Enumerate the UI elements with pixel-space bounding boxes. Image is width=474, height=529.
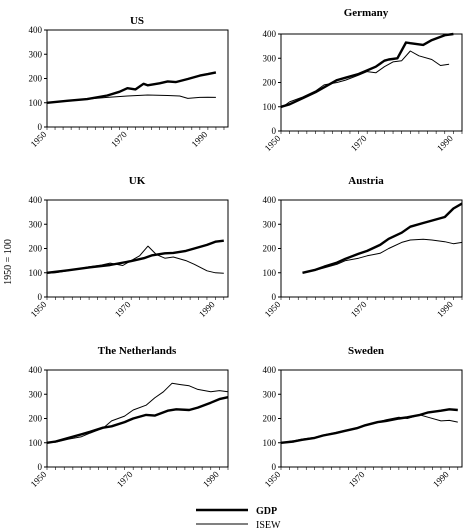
plot-frame-uk [46, 199, 229, 298]
y-tick-label: 200 [263, 414, 277, 424]
panel-germany: Germany 0 100 200 300 400 1950 1970 1990 [263, 7, 463, 153]
series-line-isew-us [46, 94, 216, 104]
y-tick-label: 400 [29, 25, 43, 35]
y-tick-label: 100 [263, 102, 277, 112]
x-tick-label: 1990 [431, 469, 451, 489]
panel-title-sweden: Sweden [348, 345, 384, 357]
panel-the-netherlands: The Netherlands 0 100 200 300 400 1950 1970 1990 [29, 345, 229, 489]
x-tick-label: 1970 [115, 469, 135, 489]
y-tick-label: 0 [38, 292, 43, 302]
x-tick-label: 1970 [349, 133, 369, 153]
x-tick-label: 1990 [435, 299, 455, 319]
y-axis-label: 1950 = 100 [3, 239, 14, 285]
series-line-isew-sweden [280, 414, 458, 444]
x-tick-label: 1990 [190, 129, 210, 149]
x-tick-label: 1990 [435, 133, 455, 153]
panel-title-germany: Germany [344, 7, 389, 19]
y-tick-label: 100 [263, 438, 277, 448]
y-tick-label: 300 [263, 53, 277, 63]
y-tick-label: 300 [263, 389, 277, 399]
panel-sweden: Sweden 0 100 200 300 400 1950 1970 1990 [263, 345, 463, 489]
x-tick-label: 1950 [263, 133, 283, 153]
series-line-isew-uk [46, 245, 224, 274]
y-tick-label: 400 [263, 365, 277, 375]
y-tick-label: 200 [29, 244, 43, 254]
y-tick-label: 100 [29, 438, 43, 448]
plot-frame-us [46, 29, 229, 128]
y-tick-label: 400 [263, 195, 277, 205]
series-line-isew-germany [280, 50, 450, 109]
plot-frame-sweden [280, 369, 463, 468]
y-tick-label: 100 [29, 268, 43, 278]
panel-title-austria: Austria [348, 175, 384, 187]
y-tick-label: 200 [263, 244, 277, 254]
y-tick-label: 400 [263, 29, 277, 39]
x-tick-label: 1950 [263, 299, 283, 319]
series-line-isew-the-netherlands [46, 382, 229, 444]
series-line-gdp-us [46, 71, 217, 104]
y-tick-label: 0 [38, 462, 43, 472]
y-tick-label: 200 [29, 414, 43, 424]
panel-austria: Austria 0 100 200 300 400 1950 1970 1990 [263, 175, 463, 319]
x-tick-label: 1950 [29, 299, 49, 319]
y-tick-label: 0 [272, 292, 277, 302]
panel-us: US 0 100 200 300 400 1950 1970 1990 [29, 15, 229, 149]
x-tick-label: 1990 [197, 299, 217, 319]
x-tick-label: 1970 [113, 299, 133, 319]
y-tick-label: 0 [272, 462, 277, 472]
y-tick-label: 300 [263, 219, 277, 229]
y-tick-label: 300 [29, 219, 43, 229]
series-line-gdp-germany [280, 32, 454, 108]
legend-label-gdp: GDP [256, 506, 277, 517]
x-tick-label: 1950 [29, 469, 49, 489]
x-tick-label: 1970 [349, 299, 369, 319]
series-line-isew-austria [302, 238, 463, 274]
x-tick-label: 1950 [29, 129, 49, 149]
x-tick-label: 1950 [263, 469, 283, 489]
y-tick-label: 100 [29, 98, 43, 108]
series-line-gdp-sweden [280, 408, 458, 444]
x-tick-label: 1970 [109, 129, 129, 149]
y-tick-label: 400 [29, 195, 43, 205]
series-line-gdp-the-netherlands [46, 396, 229, 444]
y-tick-label: 0 [38, 122, 43, 132]
y-tick-label: 300 [29, 49, 43, 59]
y-tick-label: 100 [263, 268, 277, 278]
x-tick-label: 1990 [201, 469, 221, 489]
y-tick-label: 200 [29, 74, 43, 84]
y-tick-label: 200 [263, 78, 277, 88]
series-line-gdp-austria [302, 202, 463, 274]
panel-uk: UK 0 100 200 300 400 1950 1970 1990 [29, 175, 229, 319]
y-tick-label: 300 [29, 389, 43, 399]
y-tick-label: 400 [29, 365, 43, 375]
panel-title-uk: UK [129, 175, 146, 187]
chart-panels: US 0 100 200 300 400 1950 1970 1990 Germany 0 100 20… [29, 7, 463, 489]
panel-title-the-netherlands: The Netherlands [98, 345, 177, 357]
legend-label-isew: ISEW [256, 520, 281, 529]
y-tick-label: 0 [272, 126, 277, 136]
plot-frame-germany [280, 33, 463, 132]
x-tick-label: 1970 [347, 469, 367, 489]
series-line-gdp-uk [46, 239, 224, 274]
panel-title-us: US [130, 15, 144, 27]
legend: GDP ISEW [196, 506, 281, 529]
